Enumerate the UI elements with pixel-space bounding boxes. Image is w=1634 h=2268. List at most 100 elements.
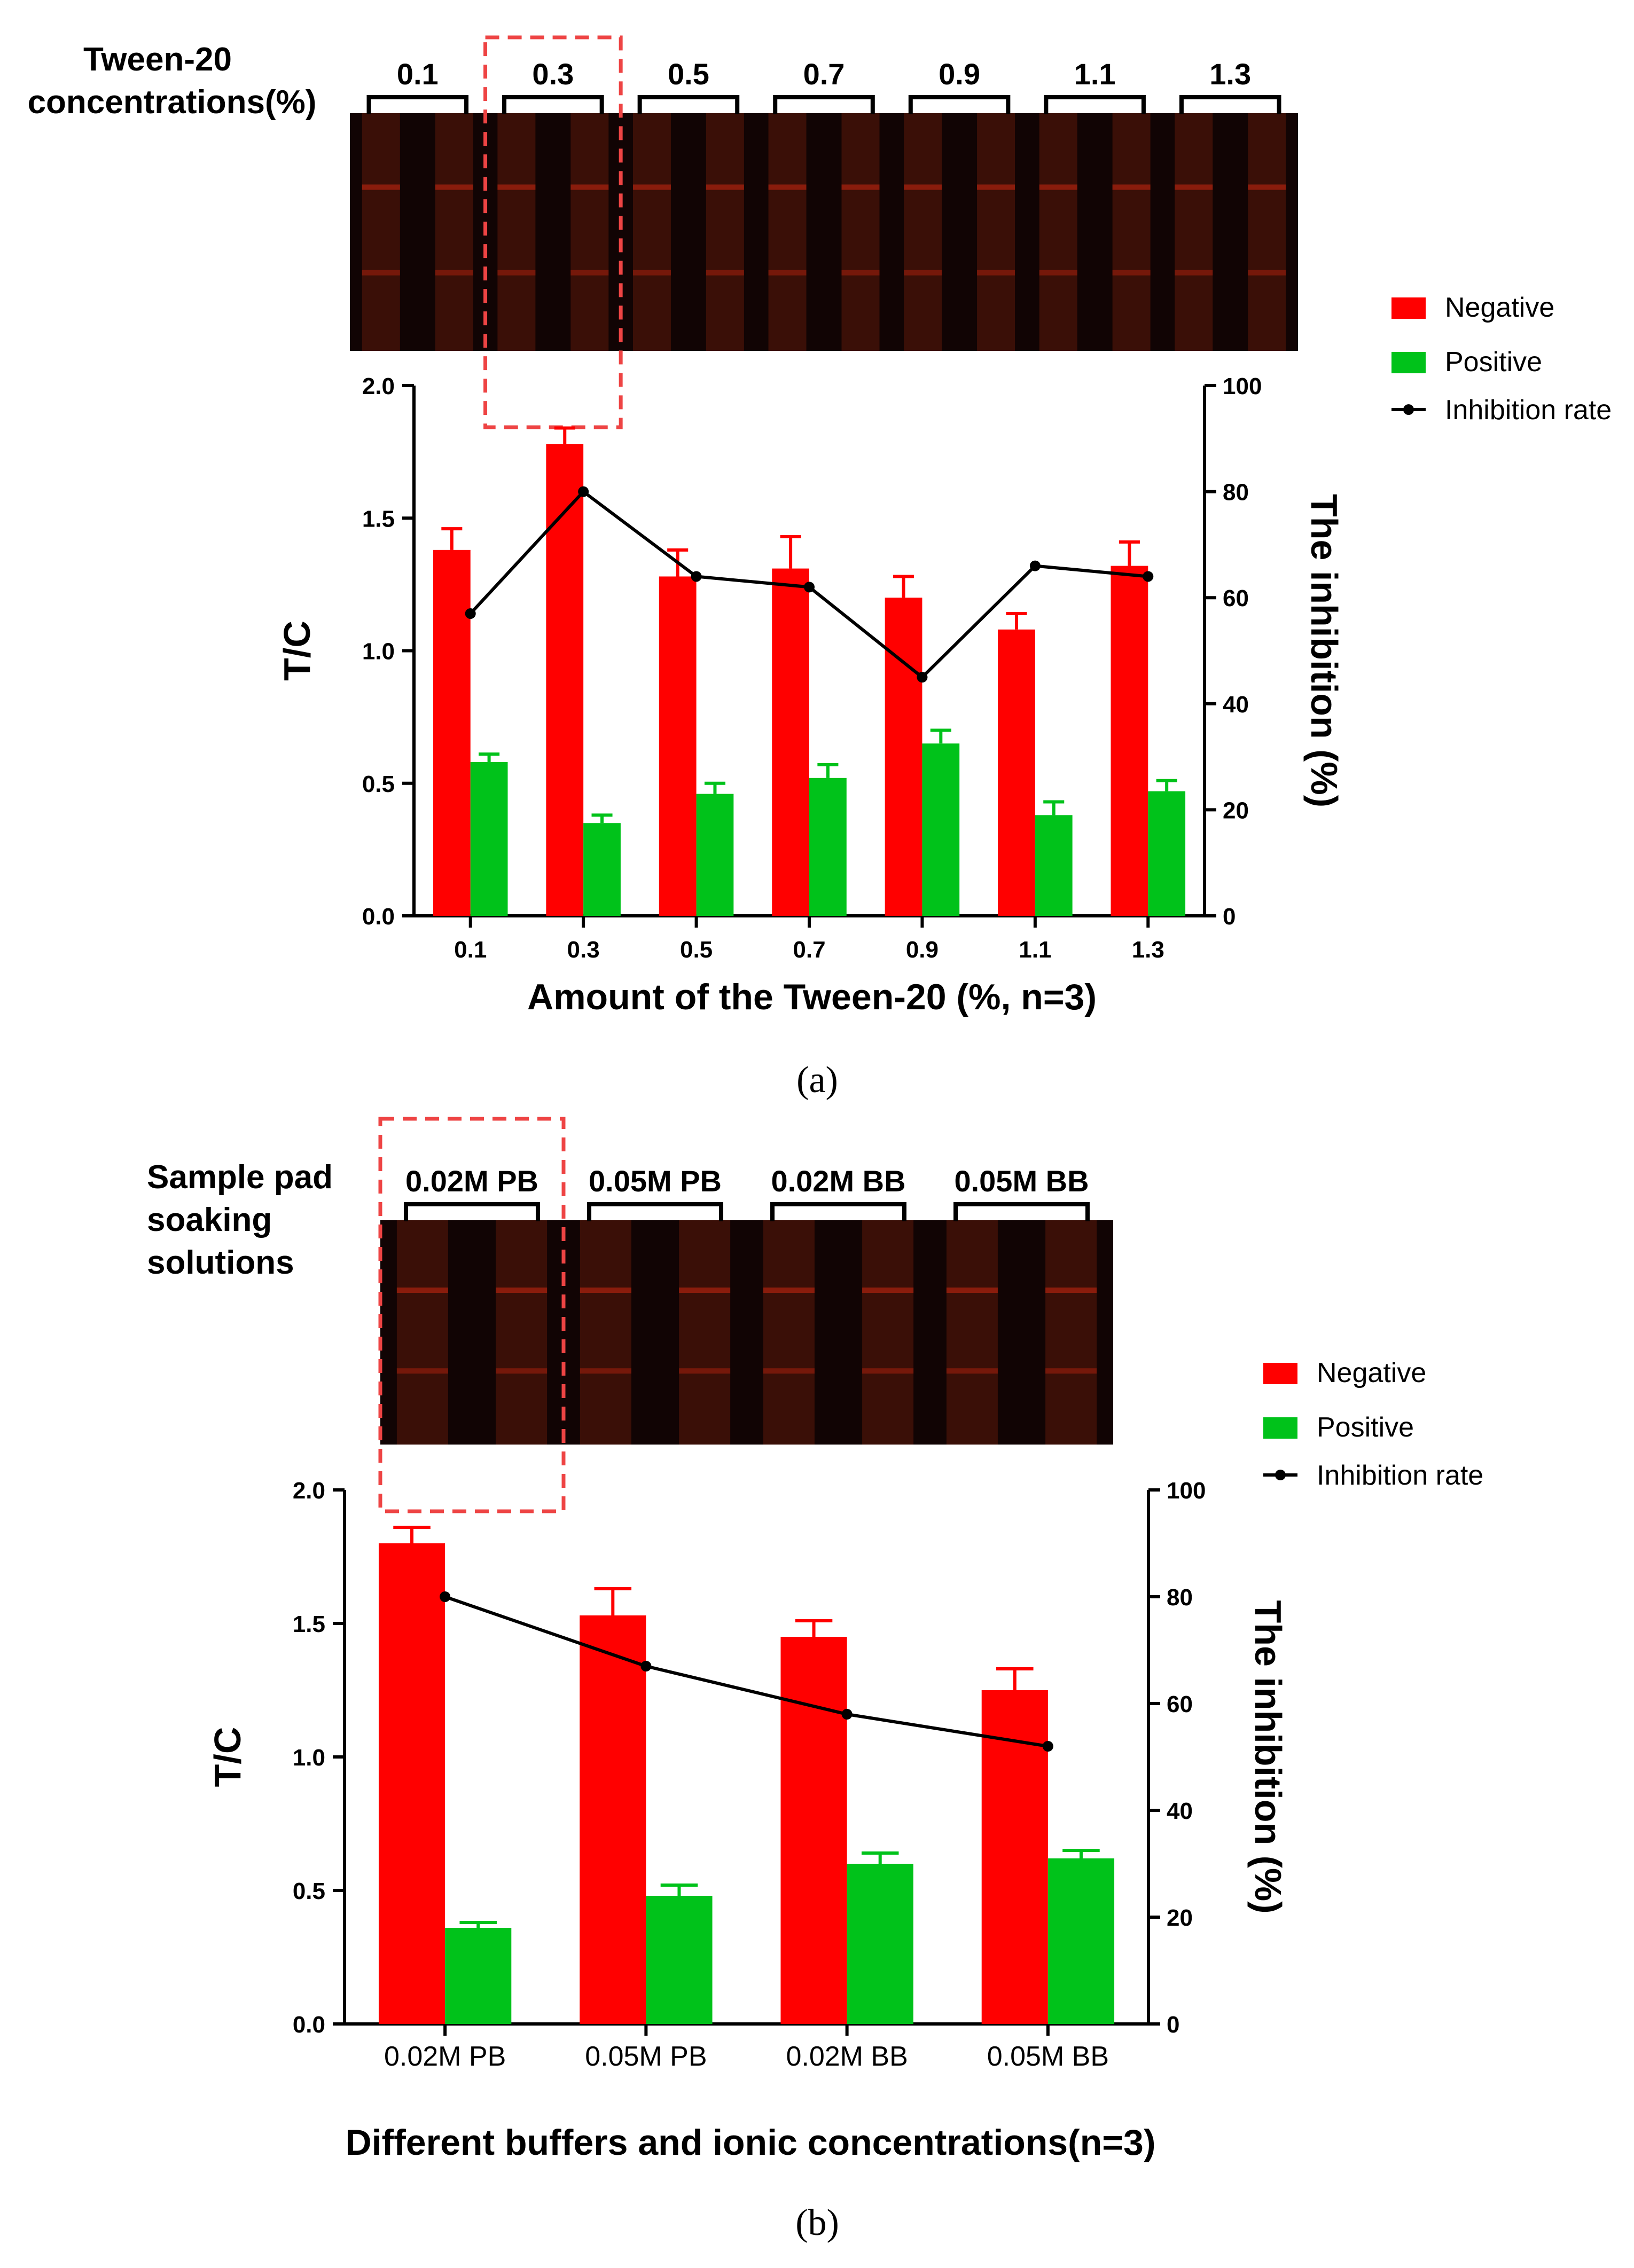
test-line — [904, 270, 942, 276]
legend-swatch-negative — [1391, 297, 1426, 319]
inhibition-point — [465, 608, 476, 619]
strip-lane — [435, 113, 473, 351]
bar-positive — [1035, 815, 1073, 916]
group-bracket — [587, 1202, 723, 1221]
strip-lane — [570, 113, 609, 351]
bar-positive — [1047, 1858, 1115, 2024]
x-axis-title: Amount of the Tween-20 (%, n=3) — [527, 977, 1097, 1017]
control-line — [632, 184, 671, 190]
x-tick-label: 0.05M PB — [585, 2041, 707, 2072]
test-line — [435, 270, 473, 276]
control-line — [497, 184, 536, 190]
x-tick-label: 0.5 — [680, 937, 713, 963]
test-line — [841, 270, 880, 276]
test-line — [570, 270, 609, 276]
control-line — [841, 184, 880, 190]
y2-tick-label: 80 — [1223, 480, 1249, 506]
test-line — [1248, 270, 1286, 276]
legend-swatch-inhibition-point — [1403, 404, 1414, 415]
control-line — [1045, 1288, 1097, 1293]
bar-negative — [780, 1637, 847, 2024]
bar-negative — [378, 1543, 445, 2024]
group-label: 0.9 — [939, 57, 980, 91]
errorbar-positive — [704, 781, 725, 794]
group-bracket — [366, 95, 469, 114]
x-tick-label: 0.9 — [906, 937, 939, 963]
test-line — [768, 270, 807, 276]
strip-lane — [580, 1220, 631, 1445]
errorbar-positive — [930, 728, 951, 744]
y2-tick-label: 60 — [1223, 585, 1249, 611]
strip-lane — [1175, 113, 1213, 351]
test-line — [496, 1368, 548, 1374]
x-tick-label: 0.02M PB — [384, 2041, 506, 2072]
group-bracket — [1044, 95, 1146, 114]
y-tick-label: 1.5 — [293, 1611, 325, 1637]
strip-lane — [1045, 1220, 1097, 1445]
y-tick-label: 2.0 — [293, 1478, 325, 1504]
legend-swatch-positive — [1263, 1417, 1297, 1439]
bar-negative — [885, 598, 922, 916]
strip-lane — [496, 1220, 548, 1445]
control-line — [1175, 184, 1213, 190]
test-line — [1045, 1368, 1097, 1374]
x-tick-label: 0.1 — [454, 937, 487, 963]
x-tick-label: 0.3 — [567, 937, 600, 963]
strip-lane — [679, 1220, 731, 1445]
strip-lane — [1248, 113, 1286, 351]
control-line — [1039, 184, 1077, 190]
panel-a-strip-label-line1: Tween-20 — [83, 41, 232, 78]
inhibition-point — [578, 486, 589, 497]
panel-a-label: (a) — [796, 1060, 838, 1101]
inhibition-point — [691, 571, 702, 582]
test-line — [679, 1368, 731, 1374]
control-line — [396, 1288, 448, 1293]
group-label: 1.3 — [1209, 57, 1251, 91]
y-tick-label: 0.5 — [293, 1878, 325, 1904]
errorbar-positive — [817, 763, 839, 778]
errorbar-negative — [1119, 540, 1140, 566]
y-tick-label: 0.5 — [362, 771, 395, 797]
test-line — [396, 1368, 448, 1374]
y-tick-label: 0.0 — [362, 904, 395, 930]
y2-tick-label: 100 — [1223, 373, 1262, 399]
errorbar-negative — [780, 535, 801, 569]
panel-b-strip-label-line3: solutions — [147, 1244, 294, 1281]
errorbar-positive — [861, 1851, 899, 1864]
x-axis-title: Different buffers and ionic concentratio… — [346, 2122, 1156, 2163]
strip-lane — [768, 113, 807, 351]
y-tick-label: 0.0 — [293, 2012, 325, 2038]
test-line — [1112, 270, 1151, 276]
y2-tick-label: 40 — [1223, 692, 1249, 718]
panel-b-label: (b) — [795, 2202, 839, 2243]
strip-lane — [904, 113, 942, 351]
strip-lane — [841, 113, 880, 351]
inhibition-point — [841, 1709, 853, 1720]
strip-lane — [946, 1220, 998, 1445]
control-line — [435, 184, 473, 190]
inhibition-point — [440, 1591, 451, 1602]
errorbar-positive — [660, 1884, 698, 1896]
group-bracket — [404, 1202, 540, 1221]
group-label: 0.1 — [397, 57, 439, 91]
control-line — [768, 184, 807, 190]
test-line — [1175, 270, 1213, 276]
control-line — [946, 1288, 998, 1293]
panel-a-chart: 0.0 0.5 1.0 1.5 2.0 0 20 40 60 80 100 0.1 0.3 0.5 0.7 0… — [276, 292, 1612, 1017]
test-line — [1039, 270, 1077, 276]
control-line — [362, 184, 400, 190]
control-line — [496, 1288, 548, 1293]
group-bracket — [1179, 95, 1281, 114]
bar-negative — [1111, 566, 1148, 916]
strip-lane — [977, 113, 1015, 351]
inhibition-point — [640, 1661, 652, 1671]
y2-tick-label: 20 — [1167, 1905, 1193, 1931]
group-bracket — [773, 95, 875, 114]
inhibition-point — [1042, 1741, 1053, 1752]
control-line — [904, 184, 942, 190]
y2-tick-label: 60 — [1167, 1691, 1193, 1717]
inhibition-line — [444, 1595, 1049, 1748]
control-line — [1112, 184, 1151, 190]
highlight-box — [378, 1117, 566, 1513]
